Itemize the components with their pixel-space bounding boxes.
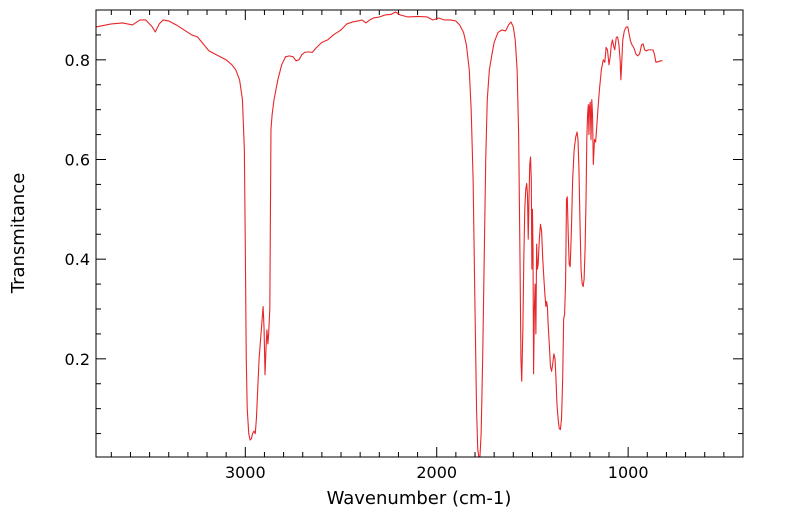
plot-frame [95, 9, 744, 458]
y-tick-label: 0.6 [65, 150, 90, 169]
x-tick-label: 3000 [225, 463, 266, 482]
x-tick-labels: 3000 2000 1000 [225, 463, 649, 482]
y-tick-label: 0.2 [65, 350, 90, 369]
x-axis-title: Wavenumber (cm-1) [327, 488, 512, 509]
axis-ticks [96, 10, 743, 457]
series-line [95, 11, 663, 458]
y-tick-label: 0.8 [65, 51, 90, 70]
y-tick-label: 0.4 [65, 250, 90, 269]
y-axis-title: Transmitance [8, 173, 29, 295]
x-tick-label: 1000 [608, 463, 649, 482]
x-tick-label: 2000 [416, 463, 457, 482]
y-tick-labels: 0.2 0.4 0.6 0.8 [65, 51, 90, 369]
